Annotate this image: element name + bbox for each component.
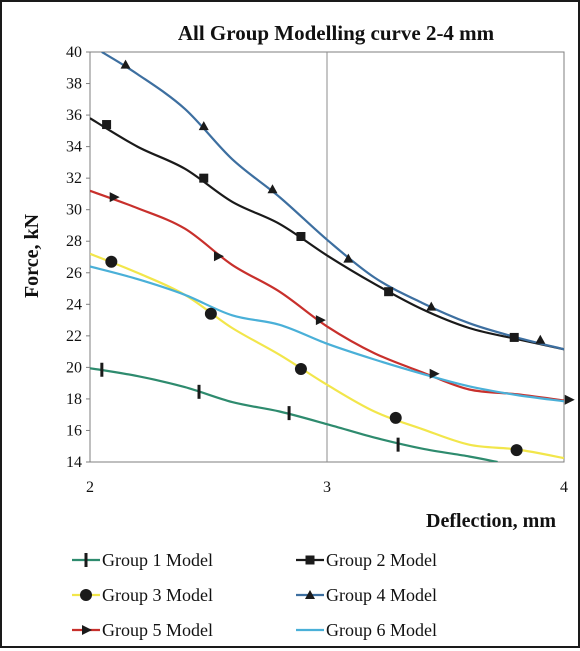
legend-swatch-marker [84, 553, 88, 567]
y-tick-label: 32 [66, 170, 82, 187]
y-tick-label: 24 [66, 296, 82, 313]
group-1-model-point [396, 437, 400, 452]
y-tick-label: 20 [66, 359, 82, 376]
group-5-model-point [109, 192, 120, 203]
legend-label: Group 2 Model [326, 550, 437, 570]
legend-item-group-4-model: Group 4 Model [296, 585, 437, 605]
group-4-model-point [535, 334, 546, 344]
y-tick-label: 30 [66, 202, 82, 219]
y-axis-title: Force, kN [21, 213, 43, 298]
legend-item-group-6-model: Group 6 Model [296, 620, 437, 640]
legend-item-group-5-model: Group 5 Model [72, 620, 213, 640]
y-axis-ticks: 14 16 18 20 22 24 26 28 30 32 34 36 38 40 [66, 44, 90, 471]
legend-swatch-marker [82, 625, 92, 635]
y-tick-label: 36 [66, 107, 82, 124]
y-tick-label: 18 [66, 391, 82, 408]
x-tick-label: 2 [86, 479, 94, 496]
group-3-model-point [204, 307, 217, 320]
group-5-model-point [315, 315, 326, 326]
group-4-model-point [120, 59, 131, 69]
group-2-model-point [199, 173, 209, 183]
group-2-model-line [90, 117, 564, 351]
group-3-model-point [105, 255, 118, 268]
group-3-model-point [294, 362, 307, 375]
y-tick-label: 14 [66, 454, 82, 471]
legend-swatch-marker [80, 589, 92, 601]
group-2-model-point [509, 332, 519, 342]
group-5-model-point [429, 368, 440, 379]
group-4-model-point [343, 253, 354, 263]
group-5-model-point [213, 251, 224, 262]
legend-swatch-marker [305, 590, 315, 599]
y-tick-label: 38 [66, 76, 82, 93]
x-tick-label: 4 [560, 479, 568, 496]
group-3-model-point [510, 444, 523, 457]
legend-item-group-3-model: Group 3 Model [72, 585, 213, 605]
group-3-model-point [389, 411, 402, 424]
y-tick-label: 40 [66, 44, 82, 61]
series-lines [90, 52, 564, 462]
legend-label: Group 1 Model [102, 550, 213, 570]
group-6-model-line [90, 265, 564, 403]
x-axis-ticks: 2 3 4 [86, 479, 568, 496]
group-4-model-point [426, 301, 437, 311]
y-tick-label: 22 [66, 328, 82, 345]
group-4-model-line [101, 52, 564, 351]
x-tick-label: 3 [323, 479, 331, 496]
y-tick-label: 28 [66, 233, 82, 250]
group-4-model-point [198, 121, 209, 131]
legend-item-group-1-model: Group 1 Model [72, 550, 213, 570]
group-1-model-point [100, 362, 104, 377]
group-2-model-point [296, 232, 306, 241]
y-tick-label: 26 [66, 265, 82, 282]
legend: Group 1 Model Group 2 Model Group 3 Model G… [72, 550, 437, 640]
legend-label: Group 5 Model [102, 620, 213, 640]
y-tick-label: 16 [66, 422, 82, 439]
legend-label: Group 4 Model [326, 585, 437, 605]
x-axis-title: Deflection, mm [426, 510, 556, 532]
group-2-model-point [384, 287, 394, 297]
legend-swatch-marker [305, 555, 315, 565]
group-2-model-point [102, 120, 112, 130]
chart-title: All Group Modelling curve 2-4 mm [178, 21, 495, 45]
group-5-model-line [90, 189, 564, 402]
group-1-model-point [197, 384, 201, 399]
group-5-model-point [564, 394, 575, 405]
series-markers [100, 59, 575, 457]
group-3-model-line [90, 252, 564, 460]
y-tick-label: 34 [66, 139, 82, 156]
group-4-model-point [267, 184, 278, 194]
group-1-model-line [90, 367, 498, 462]
legend-label: Group 6 Model [326, 620, 437, 640]
group-1-model-point [287, 406, 291, 421]
legend-item-group-2-model: Group 2 Model [296, 550, 437, 570]
plot-area [89, 51, 565, 463]
legend-label: Group 3 Model [102, 585, 213, 605]
